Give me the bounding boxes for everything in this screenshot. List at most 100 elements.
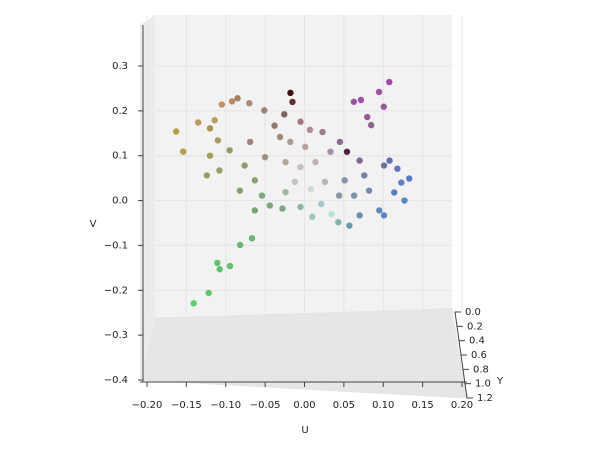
point [281, 111, 288, 118]
point [214, 137, 222, 144]
point [367, 121, 375, 129]
point [172, 128, 180, 135]
z-tick-label: −0.1 [104, 240, 128, 251]
point [180, 148, 187, 155]
x-tick-label: 0.05 [333, 400, 355, 411]
x-tick-label: −0.20 [132, 400, 163, 411]
point [364, 113, 371, 121]
point [251, 177, 259, 184]
point [287, 138, 294, 146]
point [190, 300, 197, 307]
point [214, 259, 221, 267]
point [226, 262, 234, 270]
point [401, 197, 408, 204]
floor-pane [140, 308, 467, 398]
point [297, 118, 304, 125]
y-tick-label: 0.2 [467, 321, 483, 332]
point [297, 163, 304, 171]
y-tick-label: 0.0 [465, 307, 481, 318]
point [380, 162, 388, 169]
point [248, 235, 256, 242]
point [361, 172, 368, 179]
y-tick-label: 0.8 [473, 364, 489, 375]
point [282, 158, 289, 166]
point [261, 153, 269, 161]
point [380, 212, 388, 219]
point [228, 98, 236, 105]
point [328, 210, 335, 218]
point [386, 157, 393, 164]
point [394, 165, 401, 172]
point [236, 241, 244, 249]
point [271, 122, 278, 129]
point [236, 187, 244, 194]
point [350, 192, 358, 199]
x-tick-label: −0.10 [210, 400, 241, 411]
point [307, 186, 315, 193]
point [287, 89, 294, 97]
x-tick-label: 0.00 [293, 400, 315, 411]
point [246, 99, 253, 107]
point [206, 125, 214, 132]
point [309, 213, 316, 221]
point [317, 200, 325, 208]
grid-line [147, 348, 462, 356]
point [279, 205, 286, 212]
point [251, 207, 259, 214]
points [172, 78, 413, 307]
point [356, 157, 363, 164]
point [346, 222, 353, 229]
point [356, 212, 363, 219]
grid-line [144, 358, 464, 370]
grid-line [149, 338, 460, 342]
y-axis-label: Y [496, 376, 504, 387]
point [327, 148, 334, 155]
point [391, 189, 398, 196]
y-tick-label: 0.6 [471, 350, 487, 361]
point [216, 266, 223, 273]
y-tick-label: 1.0 [475, 379, 491, 390]
point [398, 179, 405, 186]
point [406, 175, 413, 182]
x-axis-label: U [301, 425, 308, 436]
x-tick-label: −0.15 [171, 400, 202, 411]
point [343, 148, 351, 155]
x-tick-label: −0.05 [250, 400, 281, 411]
point [302, 143, 309, 151]
x-tick-label: 0.20 [451, 400, 473, 411]
point [282, 188, 289, 196]
point [380, 103, 387, 110]
point [261, 107, 268, 114]
point [194, 119, 202, 126]
point [216, 167, 223, 174]
grid-line [152, 325, 458, 329]
point [206, 152, 214, 159]
point [211, 117, 218, 124]
point [203, 172, 211, 179]
point [375, 88, 383, 96]
point [234, 95, 241, 102]
point [312, 158, 319, 166]
point [246, 138, 254, 146]
point [226, 147, 233, 154]
point [376, 207, 383, 214]
z-tick-label: 0.2 [112, 106, 128, 117]
z-tick-label: −0.2 [104, 285, 128, 296]
point [365, 187, 373, 194]
point [386, 78, 393, 86]
point [266, 202, 274, 209]
x-tick-label: 0.15 [411, 400, 433, 411]
point [319, 128, 326, 136]
z-tick-label: 0.1 [112, 151, 128, 162]
point [297, 203, 304, 211]
y-tick-label: 0.4 [469, 336, 485, 347]
point [321, 178, 329, 186]
point [218, 101, 225, 108]
point [258, 192, 266, 199]
point [336, 138, 344, 146]
point [306, 126, 314, 134]
point [241, 162, 248, 169]
point [335, 219, 342, 226]
grid-line [139, 379, 468, 399]
